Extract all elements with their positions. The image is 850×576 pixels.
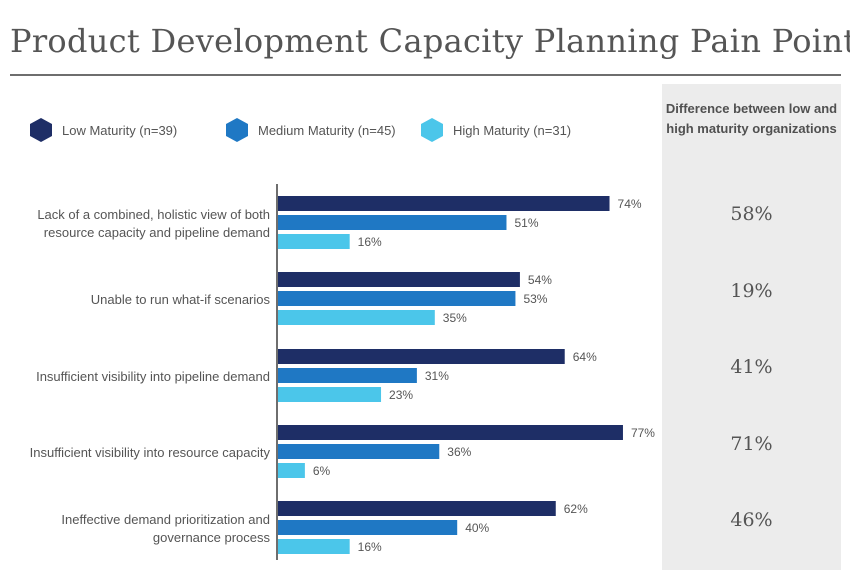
difference-panel: Difference between low and high maturity…: [662, 84, 841, 570]
bar: [278, 368, 417, 383]
bar-value-label: 62%: [564, 502, 588, 516]
bar-value-label: 51%: [514, 216, 538, 230]
bar-value-label: 74%: [618, 197, 642, 211]
legend-item-low: Low Maturity (n=39): [30, 118, 177, 142]
legend-hexagon-icon: [421, 118, 443, 142]
difference-value: 19%: [730, 280, 773, 302]
difference-value: 71%: [730, 433, 773, 455]
bar-value-label: 31%: [425, 369, 449, 383]
title-divider: [10, 74, 841, 76]
category-label: Unable to run what-if scenarios: [90, 291, 270, 307]
category-label: Insufficient visibility into pipeline de…: [36, 368, 270, 384]
difference-value: 41%: [730, 356, 773, 378]
difference-header: Difference between low and high maturity…: [665, 101, 838, 136]
bar-value-label: 35%: [443, 311, 467, 325]
bar: [278, 215, 507, 230]
bar: [278, 272, 520, 287]
legend-label: Low Maturity (n=39): [62, 122, 178, 138]
difference-value: 58%: [730, 203, 773, 225]
bar-value-label: 16%: [358, 540, 382, 554]
difference-value: 46%: [730, 509, 773, 531]
bar: [278, 234, 350, 249]
bar: [278, 291, 516, 306]
bar: [278, 444, 440, 459]
bar: [278, 196, 610, 211]
bar: [278, 387, 382, 402]
legend-label: High Maturity (n=31): [453, 122, 572, 138]
bar-value-label: 77%: [631, 426, 655, 440]
bar-value-label: 40%: [465, 521, 489, 535]
bar: [278, 520, 458, 535]
category-label: Lack of a combined, holistic view of bot…: [37, 206, 270, 240]
legend-item-high: High Maturity (n=31): [421, 118, 571, 142]
bar: [278, 310, 435, 325]
bar: [278, 425, 623, 440]
bar: [278, 539, 350, 554]
chart-title: Product Development Capacity Planning Pa…: [10, 22, 850, 60]
bar-value-label: 64%: [573, 350, 597, 364]
bar: [278, 349, 565, 364]
legend-item-medium: Medium Maturity (n=45): [226, 118, 396, 142]
legend-hexagon-icon: [30, 118, 52, 142]
bar-value-label: 36%: [447, 445, 471, 459]
legend-label: Medium Maturity (n=45): [258, 122, 396, 138]
bar-value-label: 54%: [528, 273, 552, 287]
bar: [278, 463, 305, 478]
bar-value-label: 6%: [313, 464, 331, 478]
bar: [278, 501, 556, 516]
bar-value-label: 16%: [358, 235, 382, 249]
category-label: Ineffective demand prioritization and go…: [61, 511, 270, 545]
legend-hexagon-icon: [226, 118, 248, 142]
category-label: Insufficient visibility into resource ca…: [29, 444, 270, 460]
bar-value-label: 23%: [389, 388, 413, 402]
bar-value-label: 53%: [523, 292, 547, 306]
